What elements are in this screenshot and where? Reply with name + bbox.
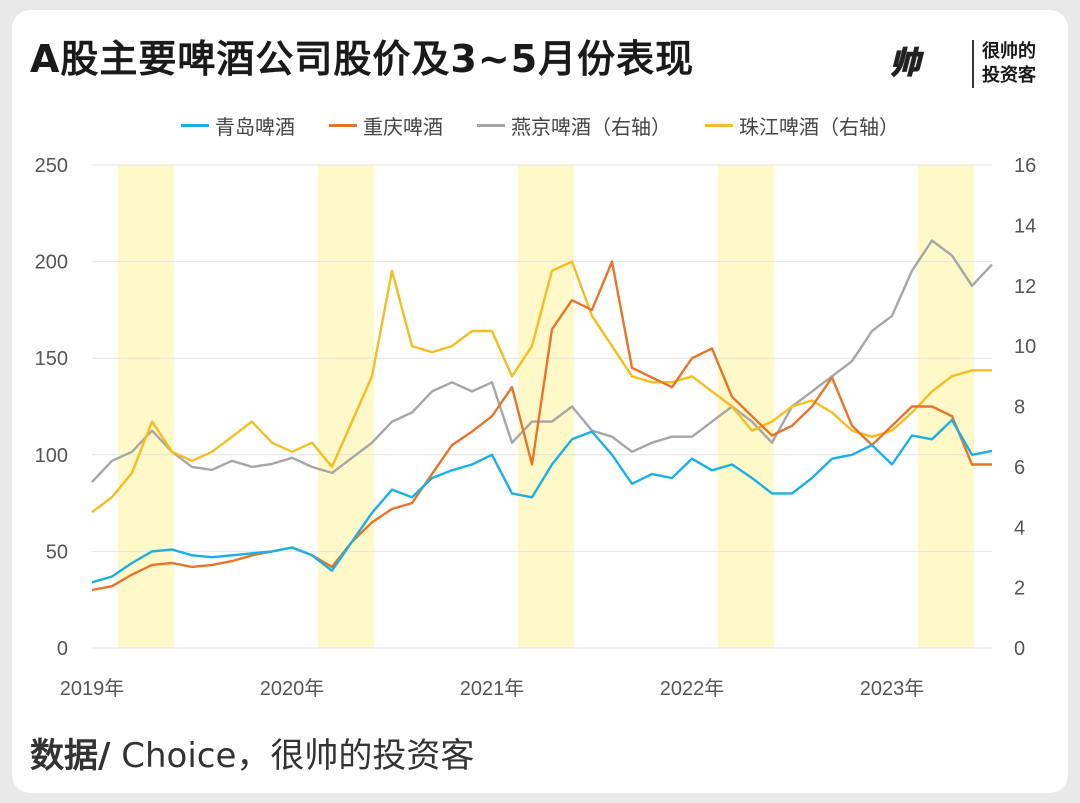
series-line-chongqing bbox=[91, 260, 992, 592]
legend-swatch-chongqing bbox=[329, 123, 357, 127]
series-line-yanjing bbox=[91, 239, 993, 483]
y-right-tick-label: 8 bbox=[1014, 397, 1025, 419]
x-tick-label: 2022年 bbox=[660, 677, 725, 700]
series-line-zhujiang bbox=[91, 260, 992, 514]
x-tick-label: 2019年 bbox=[60, 677, 125, 700]
chart-legend: 青岛啤酒 重庆啤酒 燕京啤酒（右轴） 珠江啤酒（右轴） bbox=[0, 112, 1080, 139]
brand-block: 帅 很帅的 投资客 bbox=[889, 30, 1062, 100]
legend-swatch-yanjing bbox=[477, 123, 505, 127]
highlight-band-2 bbox=[518, 165, 574, 648]
brand-logo-icon: 帅 bbox=[889, 45, 921, 82]
highlight-band-3 bbox=[718, 165, 774, 648]
source-text: Choice，很帅的投资客 bbox=[110, 736, 475, 776]
highlight-band-0 bbox=[118, 165, 174, 648]
source-note: 数据/ Choice，很帅的投资客 bbox=[30, 728, 474, 777]
y-right-tick-label: 16 bbox=[1014, 155, 1036, 177]
y-right-tick-label: 4 bbox=[1014, 517, 1025, 539]
y-right-tick-label: 10 bbox=[1014, 336, 1036, 358]
y-right-tick-label: 14 bbox=[1014, 215, 1036, 237]
y-right-tick-label: 12 bbox=[1014, 276, 1036, 298]
y-right-tick-label: 0 bbox=[1014, 638, 1025, 660]
legend-label-zhujiang: 珠江啤酒（右轴） bbox=[739, 114, 899, 139]
brand-name: 很帅的 投资客 bbox=[982, 40, 1062, 88]
chart-title: A股主要啤酒公司股价及3~5月份表现 bbox=[30, 37, 695, 81]
legend-item-chongqing: 重庆啤酒 bbox=[329, 112, 443, 139]
y-left-tick-label: 50 bbox=[46, 541, 68, 563]
brand-divider bbox=[972, 40, 974, 88]
y-right-tick-label: 2 bbox=[1014, 578, 1025, 600]
brand-name-line1: 很帅的 bbox=[982, 41, 1036, 62]
legend-label-tsingtao: 青岛啤酒 bbox=[215, 114, 295, 139]
y-left-tick-label: 200 bbox=[35, 252, 68, 274]
source-label: 数据/ bbox=[30, 736, 111, 776]
legend-label-yanjing: 燕京啤酒（右轴） bbox=[511, 114, 671, 139]
legend-item-zhujiang: 珠江啤酒（右轴） bbox=[705, 112, 899, 139]
legend-item-yanjing: 燕京啤酒（右轴） bbox=[477, 112, 671, 139]
y-left-tick-label: 250 bbox=[35, 155, 68, 177]
x-tick-label: 2023年 bbox=[860, 677, 925, 700]
legend-swatch-tsingtao bbox=[181, 123, 209, 127]
y-left-tick-label: 100 bbox=[35, 445, 68, 467]
y-left-tick-label: 150 bbox=[35, 348, 68, 370]
x-tick-label: 2020年 bbox=[260, 677, 325, 700]
brand-name-line2: 投资客 bbox=[982, 65, 1036, 86]
y-right-tick-label: 6 bbox=[1014, 457, 1025, 479]
highlight-band-1 bbox=[318, 165, 374, 648]
series-line-tsingtao bbox=[91, 418, 993, 584]
x-tick-label: 2021年 bbox=[460, 677, 525, 700]
y-left-tick-label: 0 bbox=[57, 638, 68, 660]
legend-label-chongqing: 重庆啤酒 bbox=[363, 114, 443, 139]
legend-item-tsingtao: 青岛啤酒 bbox=[181, 112, 295, 139]
legend-swatch-zhujiang bbox=[705, 123, 733, 127]
